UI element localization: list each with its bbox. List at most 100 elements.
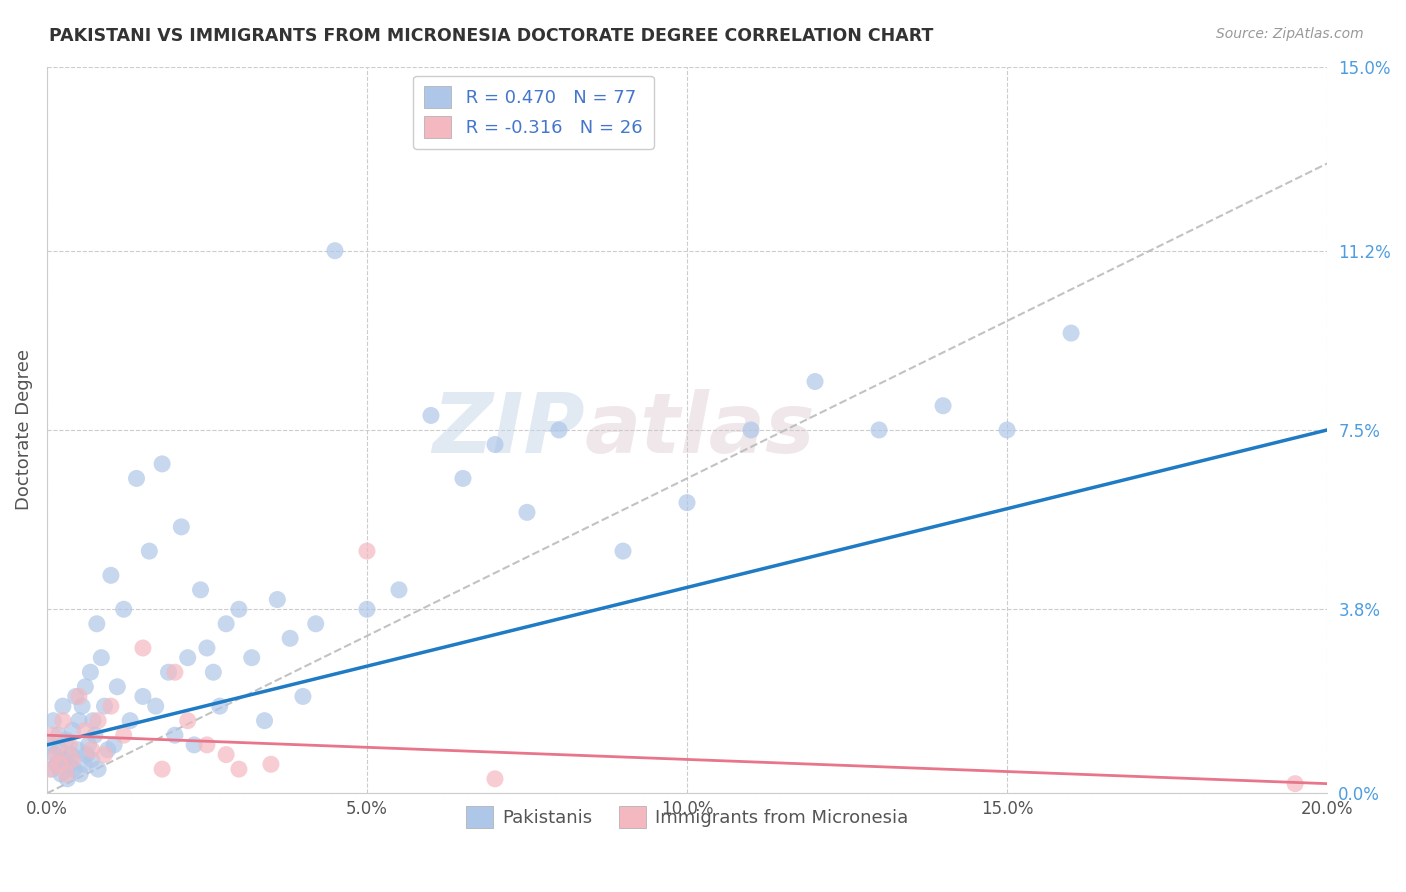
Point	[132, 690, 155, 704]
Point	[388, 582, 411, 597]
Point	[1060, 326, 1083, 340]
Point	[93, 747, 115, 762]
Point	[125, 471, 148, 485]
Point	[420, 409, 443, 423]
Point	[260, 757, 283, 772]
Legend: Pakistanis, Immigrants from Micronesia: Pakistanis, Immigrants from Micronesia	[458, 798, 915, 835]
Point	[73, 757, 96, 772]
Point	[62, 723, 84, 738]
Point	[100, 568, 122, 582]
Point	[195, 738, 218, 752]
Point	[83, 728, 105, 742]
Point	[163, 665, 186, 680]
Point	[80, 752, 103, 766]
Point	[41, 762, 63, 776]
Point	[228, 762, 250, 776]
Point	[157, 665, 180, 680]
Text: Source: ZipAtlas.com: Source: ZipAtlas.com	[1216, 27, 1364, 41]
Point	[170, 520, 193, 534]
Point	[202, 665, 225, 680]
Point	[266, 592, 288, 607]
Point	[60, 747, 83, 762]
Point	[39, 762, 62, 776]
Point	[215, 747, 238, 762]
Point	[58, 738, 80, 752]
Point	[740, 423, 762, 437]
Text: atlas: atlas	[585, 390, 815, 470]
Point	[53, 752, 76, 766]
Point	[48, 743, 70, 757]
Point	[69, 767, 91, 781]
Point	[97, 743, 120, 757]
Point	[183, 738, 205, 752]
Point	[45, 757, 67, 772]
Y-axis label: Doctorate Degree: Doctorate Degree	[15, 350, 32, 510]
Point	[65, 690, 87, 704]
Point	[67, 714, 90, 728]
Point	[932, 399, 955, 413]
Point	[132, 640, 155, 655]
Point	[75, 680, 97, 694]
Point	[138, 544, 160, 558]
Point	[52, 714, 75, 728]
Point	[228, 602, 250, 616]
Point	[177, 650, 200, 665]
Point	[145, 699, 167, 714]
Point	[215, 616, 238, 631]
Point	[356, 602, 378, 616]
Point	[44, 747, 66, 762]
Point	[195, 640, 218, 655]
Point	[451, 471, 474, 485]
Point	[77, 738, 100, 752]
Point	[105, 680, 128, 694]
Point	[52, 699, 75, 714]
Point	[150, 762, 173, 776]
Point	[56, 772, 79, 786]
Point	[1284, 777, 1306, 791]
Text: PAKISTANI VS IMMIGRANTS FROM MICRONESIA DOCTORATE DEGREE CORRELATION CHART: PAKISTANI VS IMMIGRANTS FROM MICRONESIA …	[49, 27, 934, 45]
Point	[163, 728, 186, 742]
Point	[87, 714, 110, 728]
Point	[190, 582, 212, 597]
Point	[66, 743, 89, 757]
Point	[42, 728, 65, 742]
Point	[48, 728, 70, 742]
Point	[323, 244, 346, 258]
Point	[39, 738, 62, 752]
Point	[49, 767, 72, 781]
Point	[45, 747, 67, 762]
Point	[240, 650, 263, 665]
Point	[86, 616, 108, 631]
Point	[58, 757, 80, 772]
Point	[62, 752, 84, 766]
Point	[868, 423, 890, 437]
Point	[305, 616, 328, 631]
Point	[112, 602, 135, 616]
Point	[79, 665, 101, 680]
Point	[70, 699, 93, 714]
Point	[291, 690, 314, 704]
Point	[516, 505, 538, 519]
Point	[484, 772, 506, 786]
Point	[208, 699, 231, 714]
Point	[804, 375, 827, 389]
Point	[87, 762, 110, 776]
Point	[278, 632, 301, 646]
Point	[82, 714, 104, 728]
Text: ZIP: ZIP	[432, 390, 585, 470]
Point	[112, 728, 135, 742]
Point	[42, 714, 65, 728]
Point	[356, 544, 378, 558]
Point	[120, 714, 142, 728]
Point	[67, 690, 90, 704]
Point	[93, 699, 115, 714]
Point	[90, 650, 112, 665]
Point	[80, 743, 103, 757]
Point	[76, 747, 98, 762]
Point	[48, 757, 70, 772]
Point	[484, 437, 506, 451]
Point	[676, 496, 699, 510]
Point	[253, 714, 276, 728]
Point	[103, 738, 125, 752]
Point	[62, 762, 84, 776]
